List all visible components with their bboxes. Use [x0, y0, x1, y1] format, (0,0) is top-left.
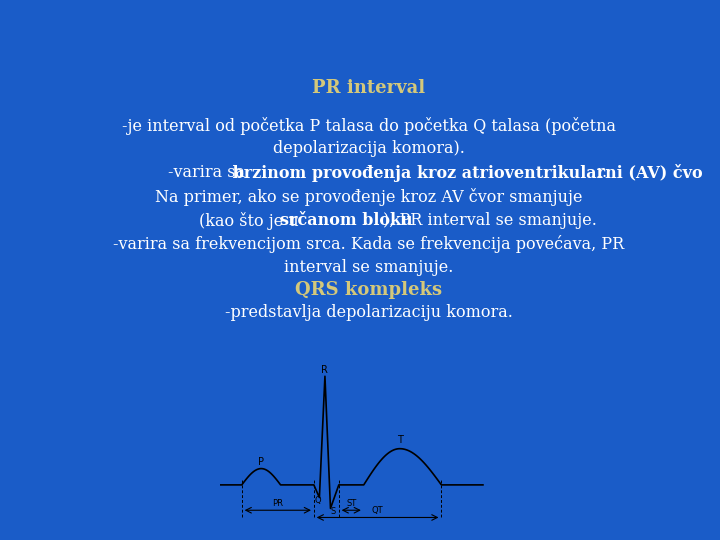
Text: (kao što je u: (kao što je u [199, 212, 304, 230]
Text: P: P [258, 457, 264, 467]
Text: S: S [330, 507, 336, 516]
Text: interval se smanjuje.: interval se smanjuje. [284, 259, 454, 276]
Text: PR: PR [272, 499, 283, 508]
Text: depolarizacija komora).: depolarizacija komora). [273, 140, 465, 158]
Text: -je interval od početka P talasa do početka Q talasa (početna: -je interval od početka P talasa do poče… [122, 117, 616, 135]
Text: -varira sa: -varira sa [168, 164, 245, 181]
Text: Q: Q [315, 496, 321, 505]
Text: ), PR interval se smanjuje.: ), PR interval se smanjuje. [383, 212, 597, 228]
Text: -predstavlja depolarizaciju komora.: -predstavlja depolarizaciju komora. [225, 305, 513, 321]
Text: T: T [397, 435, 402, 445]
Text: QRS kompleks: QRS kompleks [295, 281, 443, 299]
Text: brzinom provođenja kroz atrioventrikularni (AV) čvo: brzinom provođenja kroz atrioventrikular… [228, 164, 703, 182]
Text: PR interval: PR interval [312, 79, 426, 97]
Text: QT: QT [372, 506, 384, 515]
Text: Na primer, ako se provođenje kroz AV čvor smanjuje: Na primer, ako se provođenje kroz AV čvo… [156, 188, 582, 206]
Text: -varira sa frekvencijom srca. Kada se frekvencija povećava, PR: -varira sa frekvencijom srca. Kada se fr… [113, 235, 625, 253]
Text: srčanom bloku: srčanom bloku [280, 212, 413, 228]
Text: r.: r. [596, 164, 607, 181]
Text: R: R [322, 364, 328, 375]
Text: ST: ST [346, 499, 356, 508]
